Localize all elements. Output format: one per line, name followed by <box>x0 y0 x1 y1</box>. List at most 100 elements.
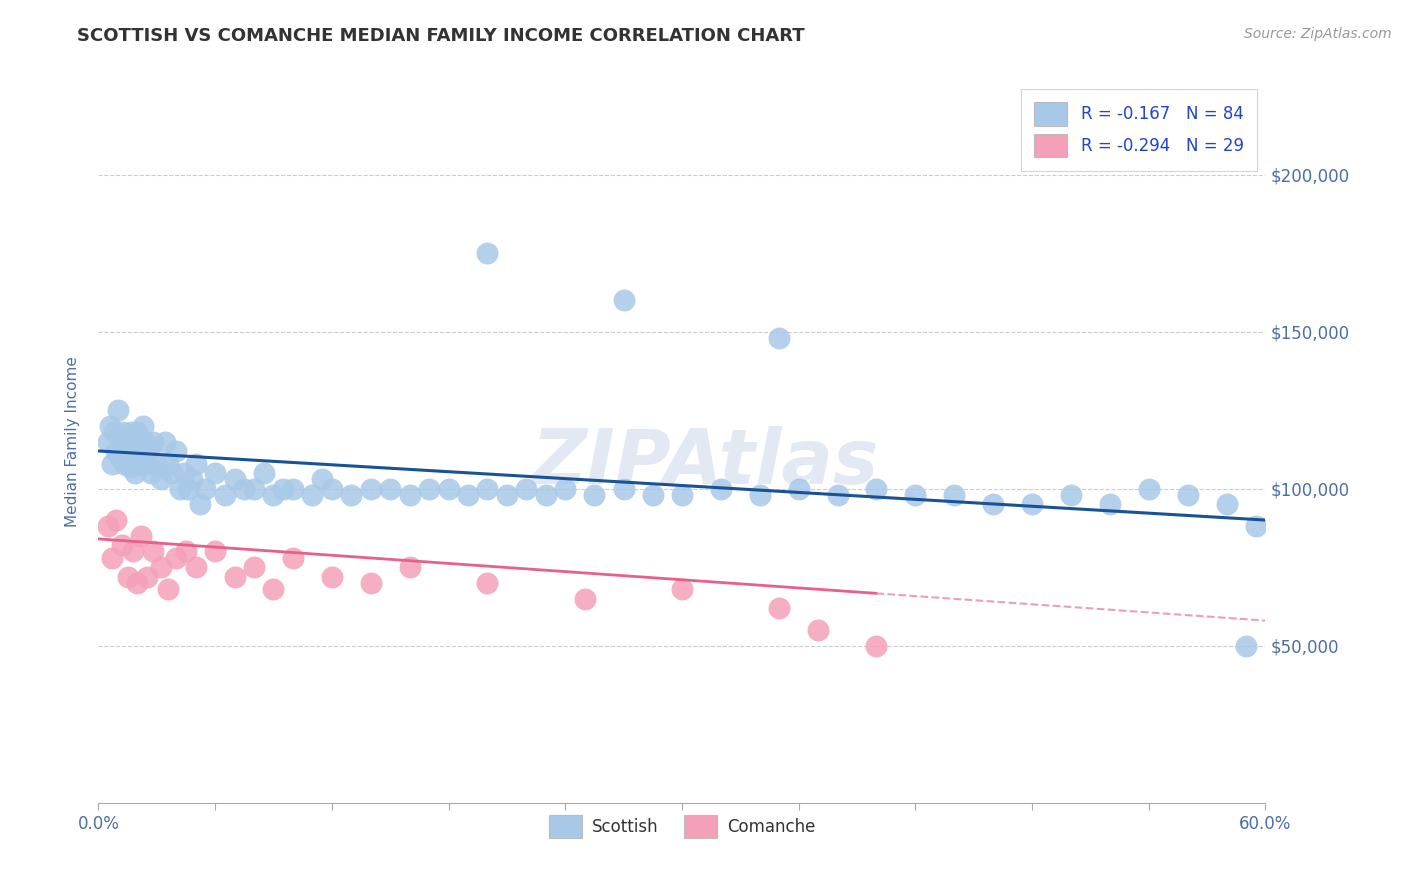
Point <box>641 488 664 502</box>
Point <box>138 444 160 458</box>
Point <box>457 488 479 502</box>
Point <box>142 434 165 449</box>
Point <box>149 472 172 486</box>
Point <box>169 482 191 496</box>
Point <box>321 569 343 583</box>
Text: SCOTTISH VS COMANCHE MEDIAN FAMILY INCOME CORRELATION CHART: SCOTTISH VS COMANCHE MEDIAN FAMILY INCOM… <box>77 27 806 45</box>
Point <box>477 482 499 496</box>
Point <box>301 488 323 502</box>
Point <box>104 444 127 458</box>
Point <box>132 418 155 433</box>
Point <box>398 488 420 502</box>
Point <box>128 457 150 471</box>
Point <box>340 488 363 502</box>
Point <box>583 488 606 502</box>
Point <box>534 488 557 502</box>
Point <box>121 425 143 439</box>
Point <box>827 488 849 502</box>
Point <box>101 550 124 565</box>
Point <box>204 544 226 558</box>
Point <box>104 513 127 527</box>
Point <box>101 457 124 471</box>
Point <box>111 425 134 439</box>
Point <box>1021 497 1043 511</box>
Point <box>107 403 129 417</box>
Point <box>243 560 266 574</box>
Y-axis label: Median Family Income: Median Family Income <box>65 356 80 527</box>
Point <box>360 482 382 496</box>
Point <box>184 560 207 574</box>
Point <box>262 582 284 597</box>
Point <box>710 482 733 496</box>
Point <box>174 544 197 558</box>
Point <box>177 482 200 496</box>
Point <box>142 544 165 558</box>
Point <box>787 482 810 496</box>
Point <box>613 482 636 496</box>
Point <box>165 550 187 565</box>
Point <box>253 466 276 480</box>
Point <box>1098 497 1121 511</box>
Point <box>768 331 790 345</box>
Point <box>157 582 180 597</box>
Point <box>146 457 169 471</box>
Point <box>380 482 402 496</box>
Point <box>281 482 304 496</box>
Point <box>204 466 226 480</box>
Point <box>162 466 184 480</box>
Point <box>165 444 187 458</box>
Point <box>224 472 246 486</box>
Point <box>129 529 152 543</box>
Point <box>97 519 120 533</box>
Point <box>136 569 159 583</box>
Point <box>981 497 1004 511</box>
Point <box>139 466 162 480</box>
Point <box>671 582 693 597</box>
Point <box>118 459 141 474</box>
Point <box>180 472 202 486</box>
Point <box>281 550 304 565</box>
Point <box>194 482 217 496</box>
Point <box>97 434 120 449</box>
Point <box>149 560 172 574</box>
Point <box>671 488 693 502</box>
Point <box>103 425 125 439</box>
Point <box>214 488 236 502</box>
Point <box>184 457 207 471</box>
Point <box>1244 519 1267 533</box>
Point <box>943 488 966 502</box>
Point <box>865 639 887 653</box>
Point <box>129 450 152 465</box>
Point <box>515 482 537 496</box>
Legend: Scottish, Comanche: Scottish, Comanche <box>541 808 823 845</box>
Point <box>114 434 136 449</box>
Text: ZIPAtlas: ZIPAtlas <box>531 426 879 500</box>
Point <box>574 591 596 606</box>
Point <box>117 441 139 455</box>
Point <box>157 457 180 471</box>
Point <box>117 569 139 583</box>
Point <box>173 466 195 480</box>
Point <box>122 444 145 458</box>
Point <box>136 457 159 471</box>
Point <box>224 569 246 583</box>
Point <box>496 488 519 502</box>
Point <box>311 472 333 486</box>
Point <box>418 482 440 496</box>
Point <box>477 246 499 260</box>
Point <box>124 466 146 480</box>
Point <box>153 434 176 449</box>
Text: Source: ZipAtlas.com: Source: ZipAtlas.com <box>1244 27 1392 41</box>
Point <box>477 575 499 590</box>
Point <box>98 418 121 433</box>
Point <box>1137 482 1160 496</box>
Point <box>554 482 576 496</box>
Point <box>748 488 770 502</box>
Point <box>108 450 131 465</box>
Point <box>807 623 830 637</box>
Point <box>398 560 420 574</box>
Point <box>768 601 790 615</box>
Point <box>127 425 149 439</box>
Point <box>1215 497 1237 511</box>
Point <box>271 482 294 496</box>
